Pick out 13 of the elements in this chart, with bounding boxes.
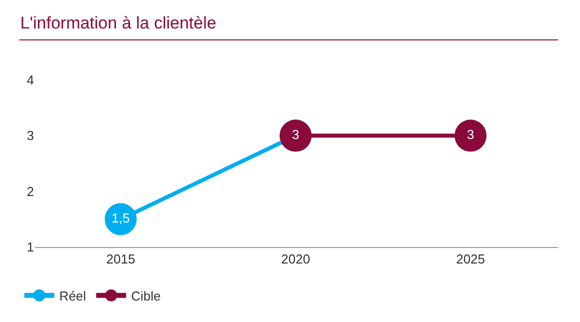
x-tick-label: 2020 xyxy=(281,252,310,267)
legend-label: Réel xyxy=(59,288,86,304)
y-tick-label: 2 xyxy=(26,184,34,199)
y-tick-label: 1 xyxy=(26,240,34,255)
y-tick-label: 3 xyxy=(26,128,34,144)
chart-title: L'information à la clientèle xyxy=(20,13,216,32)
x-tick-label: 2025 xyxy=(456,252,485,267)
data-label: 1,5 xyxy=(112,210,130,226)
legend-label: Cible xyxy=(131,288,161,304)
data-label: 3 xyxy=(292,126,300,142)
data-label: 3 xyxy=(466,126,474,142)
x-tick-label: 2015 xyxy=(106,252,136,267)
y-tick-label: 4 xyxy=(26,72,34,88)
